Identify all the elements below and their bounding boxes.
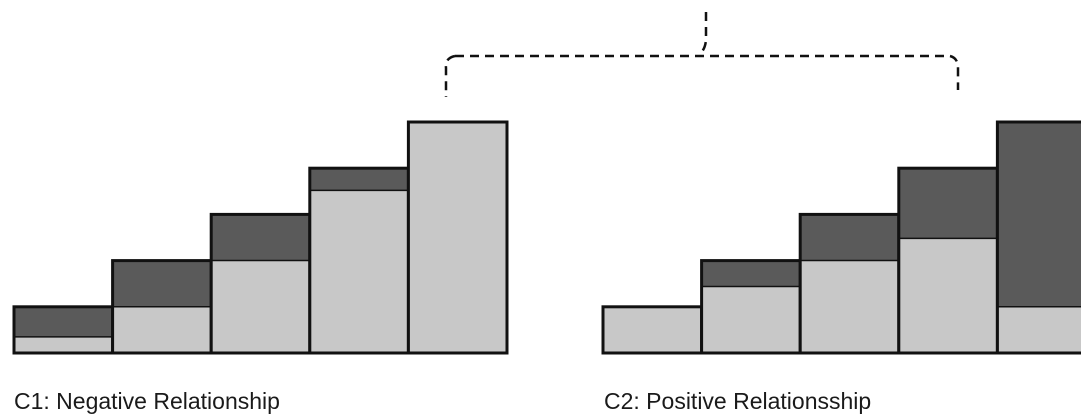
- stacked-bar-5: [997, 122, 1081, 353]
- bar-light-segment: [408, 122, 507, 353]
- bar-dark-segment: [899, 168, 998, 238]
- caption-c1: C1: Negative Relationship: [14, 388, 280, 414]
- bar-light-segment: [702, 286, 801, 353]
- bar-light-segment: [997, 307, 1081, 353]
- bar-light-segment: [113, 307, 212, 353]
- stacked-bar-4: [899, 168, 998, 353]
- dashed-bracket: [446, 12, 958, 97]
- stacked-bar-3: [800, 214, 899, 353]
- stacked-bar-1: [603, 307, 702, 353]
- panel-positive-relationship: [603, 122, 1081, 353]
- bar-dark-segment: [310, 168, 409, 190]
- bar-light-segment: [211, 261, 310, 353]
- bar-dark-segment: [800, 214, 899, 260]
- bracket-right-leg: [950, 56, 958, 90]
- stacked-bar-2: [113, 261, 212, 353]
- bracket-left-leg: [446, 56, 455, 97]
- bar-light-segment: [14, 337, 113, 353]
- stacked-bar-4: [310, 168, 409, 353]
- panel-negative-relationship: [14, 122, 507, 353]
- bar-dark-segment: [702, 261, 801, 287]
- bracket-stem: [700, 12, 706, 54]
- bar-light-segment: [310, 190, 409, 353]
- stacked-bar-5: [408, 122, 507, 353]
- caption-c2: C2: Positive Relationsship: [604, 388, 871, 414]
- bar-light-segment: [603, 307, 702, 353]
- bar-dark-segment: [113, 261, 212, 307]
- stacked-bar-2: [702, 261, 801, 353]
- stacked-bar-1: [14, 307, 113, 353]
- bar-light-segment: [800, 261, 899, 353]
- bar-dark-segment: [997, 122, 1081, 307]
- bar-dark-segment: [211, 214, 310, 260]
- stacked-bar-3: [211, 214, 310, 353]
- bar-light-segment: [899, 238, 998, 353]
- bar-dark-segment: [14, 307, 113, 337]
